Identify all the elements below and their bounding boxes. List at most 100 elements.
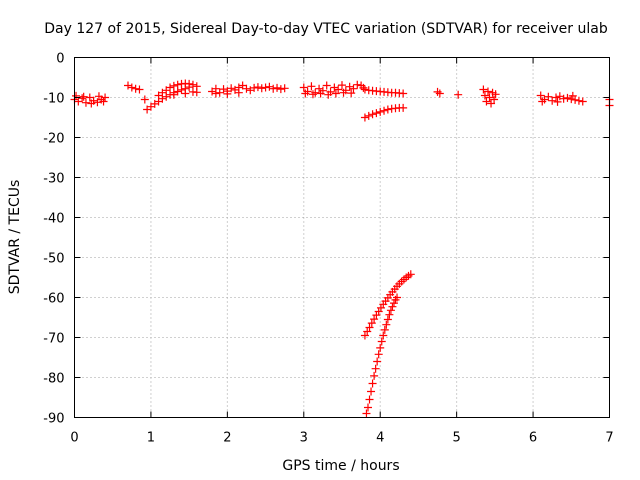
x-tick-label: 5 [453, 431, 461, 446]
data-point [99, 97, 108, 106]
data-point [553, 97, 562, 106]
chart-title: Day 127 of 2015, Sidereal Day-to-day VTE… [44, 21, 608, 37]
y-tick-label: -50 [43, 252, 64, 267]
data-point [364, 111, 373, 120]
data-point [373, 357, 382, 366]
data-point [365, 323, 374, 332]
data-point [353, 80, 362, 89]
data-point [536, 91, 545, 100]
data-point [435, 89, 444, 98]
data-point [227, 84, 236, 93]
data-point [380, 325, 389, 334]
data-point [250, 83, 259, 92]
y-tick-labels: 0 -10 -20 -30 -40 -50 -60 -70 -80 -90 [43, 52, 64, 427]
data-point [322, 81, 331, 90]
data-point [253, 83, 262, 92]
data-point [479, 85, 488, 94]
data-point [385, 310, 394, 319]
y-tick-label: 0 [56, 52, 64, 67]
data-point [559, 94, 568, 103]
data-point [265, 82, 274, 91]
grid-lines [74, 57, 610, 418]
y-tick-label: -90 [43, 412, 64, 427]
data-point [379, 331, 388, 340]
plot-frame [74, 57, 610, 418]
data-point [376, 107, 385, 116]
data-point [257, 84, 266, 93]
data-point [276, 85, 285, 94]
data-point [169, 81, 178, 90]
data-point [211, 89, 220, 98]
data-point [363, 403, 372, 412]
y-tick-label: -80 [43, 372, 64, 387]
data-point [324, 90, 333, 99]
x-tick-labels: 0 1 2 3 4 5 6 7 [70, 431, 613, 446]
x-tick-label: 2 [223, 431, 231, 446]
data-point [371, 364, 380, 373]
data-point [383, 105, 392, 114]
y-tick-label: -60 [43, 292, 64, 307]
data-point [568, 91, 577, 100]
data-point [380, 106, 389, 115]
data-point [483, 87, 492, 96]
data-point [78, 94, 87, 103]
data-point [368, 379, 377, 388]
data-point [131, 84, 140, 93]
data-point [338, 81, 346, 90]
data-point [386, 306, 395, 315]
data-point [261, 83, 270, 92]
data-point [399, 89, 408, 98]
data-point [406, 270, 415, 279]
data-points [70, 79, 614, 418]
data-point [223, 89, 232, 98]
data-point [345, 82, 354, 91]
data-point [365, 395, 374, 404]
data-point [169, 90, 178, 99]
y-tick-label: -40 [43, 212, 64, 227]
y-tick-label: -10 [43, 92, 64, 107]
y-tick-label: -30 [43, 172, 64, 187]
data-point [370, 371, 379, 380]
data-point [376, 343, 385, 352]
x-tick-label: 4 [376, 431, 384, 446]
data-point [315, 84, 324, 93]
data-point [362, 409, 371, 418]
data-point [393, 293, 402, 302]
data-point [280, 84, 289, 93]
data-point [181, 89, 190, 98]
data-point [94, 92, 103, 101]
data-point [544, 92, 553, 101]
data-point [127, 83, 136, 92]
data-point [359, 83, 368, 92]
data-point [242, 84, 251, 93]
data-point [563, 93, 572, 102]
x-tick-label: 1 [147, 431, 155, 446]
data-point [490, 95, 499, 104]
data-point [382, 320, 391, 329]
data-point [331, 89, 340, 98]
data-point [308, 90, 317, 99]
data-point [124, 81, 132, 90]
data-point [360, 113, 369, 122]
data-point [377, 337, 386, 346]
data-point [454, 90, 463, 99]
data-point [538, 97, 547, 106]
y-tick-label: -70 [43, 332, 64, 347]
data-point [72, 91, 81, 100]
x-tick-label: 6 [529, 431, 537, 446]
data-point [347, 89, 356, 98]
x-tick-label: 0 [70, 431, 78, 446]
data-point [192, 88, 201, 97]
data-point [574, 96, 583, 105]
data-point [79, 92, 88, 101]
data-point [219, 85, 228, 94]
data-point [374, 350, 383, 359]
data-point [140, 95, 149, 104]
data-point [307, 82, 316, 91]
data-point [367, 387, 376, 396]
data-point [339, 88, 348, 97]
data-point [301, 89, 310, 98]
x-axis-label: GPS time / hours [282, 458, 399, 474]
data-point [273, 83, 282, 92]
